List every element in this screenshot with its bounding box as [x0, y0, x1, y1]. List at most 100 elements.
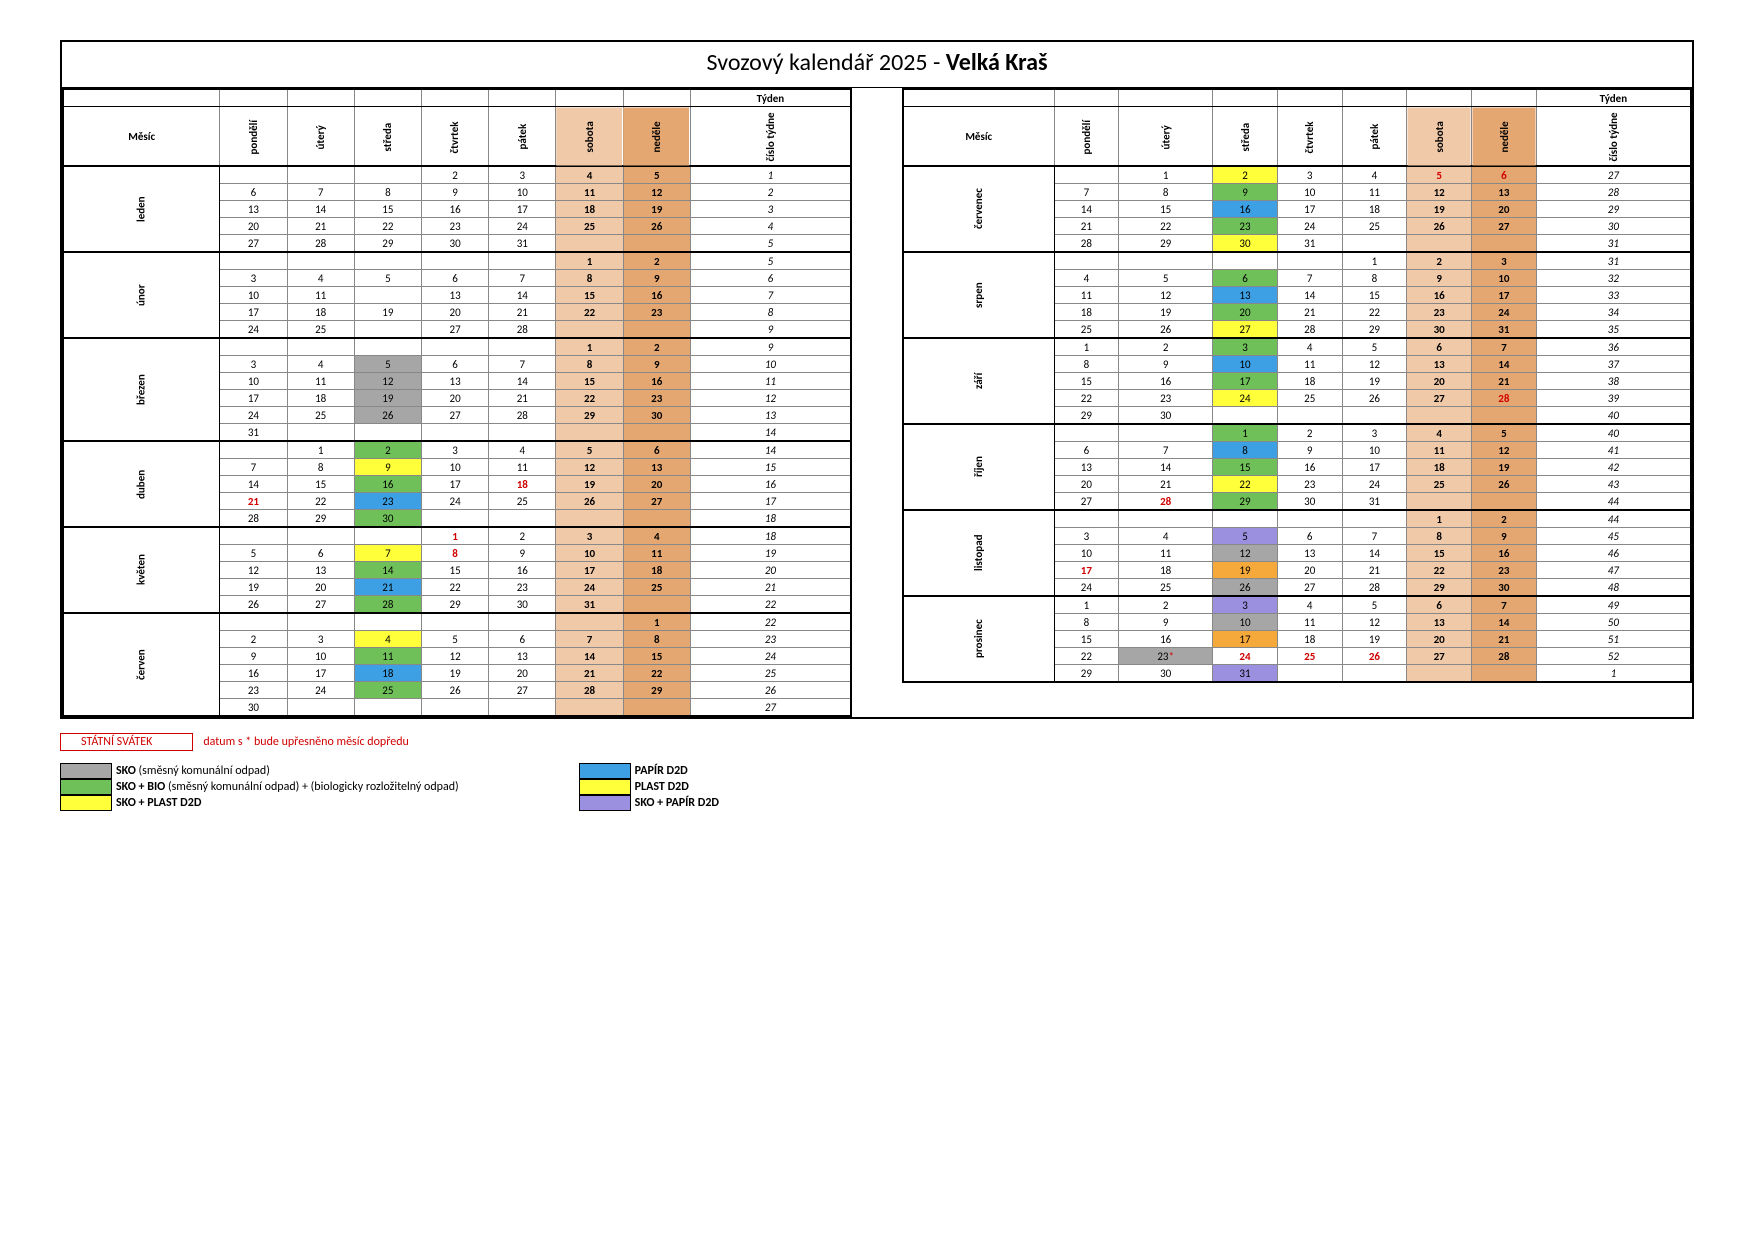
day-cell: 8 [1119, 184, 1213, 201]
day-cell: 4 [1054, 270, 1119, 287]
day-cell: 24 [556, 579, 623, 596]
day-cell: 15 [354, 201, 421, 218]
day-cell: 28 [1342, 579, 1407, 597]
week-number: 29 [1536, 201, 1691, 218]
day-cell: 20 [421, 390, 488, 407]
title: Svozový kalendář 2025 - Velká Kraš [60, 40, 1694, 88]
day-cell: 29 [287, 510, 354, 528]
day-cell [287, 166, 354, 184]
day-cell: 11 [623, 545, 690, 562]
week-number: 41 [1536, 442, 1691, 459]
day-cell: 11 [556, 184, 623, 201]
day-cell: 8 [1407, 528, 1472, 545]
day-cell [1342, 510, 1407, 528]
day-cell: 31 [1342, 493, 1407, 511]
day-cell [354, 321, 421, 339]
calendar-layout: TýdenMěsícpondělíúterýstředačtvrtekpátek… [60, 88, 1694, 719]
day-cell: 15 [287, 476, 354, 493]
day-cell: 6 [421, 270, 488, 287]
day-cell: 13 [1472, 184, 1537, 201]
day-cell: 19 [421, 665, 488, 682]
day-cell: 10 [1054, 545, 1119, 562]
day-header: čtvrtek [1277, 107, 1342, 167]
week-number: 30 [1536, 218, 1691, 235]
statni-note: datum s * bude upřesněno měsíc dopředu [203, 735, 409, 749]
day-cell: 10 [220, 287, 287, 304]
week-number: 18 [690, 527, 851, 545]
week-number: 5 [690, 235, 851, 253]
week-number: 12 [690, 390, 851, 407]
day-cell: 5 [1213, 528, 1278, 545]
day-cell: 14 [1054, 201, 1119, 218]
day-cell: 17 [489, 201, 556, 218]
day-cell: 27 [220, 235, 287, 253]
day-cell: 25 [489, 493, 556, 510]
day-cell: 17 [220, 304, 287, 321]
day-cell: 29 [1407, 579, 1472, 597]
day-cell: 1 [556, 338, 623, 356]
day-cell: 22 [1054, 390, 1119, 407]
day-cell: 10 [556, 545, 623, 562]
month-label: duben [63, 441, 220, 527]
day-cell: 21 [1342, 562, 1407, 579]
right-half: TýdenMěsícpondělíúterýstředačtvrtekpátek… [902, 88, 1692, 717]
week-number: 21 [690, 579, 851, 596]
day-cell: 9 [1407, 270, 1472, 287]
day-cell: 2 [1472, 510, 1537, 528]
day-cell: 11 [1342, 184, 1407, 201]
month-label: říjen [903, 424, 1054, 510]
day-cell: 9 [220, 648, 287, 665]
day-cell: 16 [1472, 545, 1537, 562]
statni-row: STÁTNÍ SVÁTEK datum s * bude upřesněno m… [60, 733, 459, 751]
legend: STÁTNÍ SVÁTEK datum s * bude upřesněno m… [60, 733, 1694, 811]
day-cell: 21 [287, 218, 354, 235]
day-cell: 16 [623, 373, 690, 390]
day-cell: 16 [1119, 631, 1213, 648]
day-cell: 3 [1472, 252, 1537, 270]
day-cell: 29 [1213, 493, 1278, 511]
day-cell: 3 [220, 270, 287, 287]
day-cell: 20 [1213, 304, 1278, 321]
day-cell: 11 [287, 373, 354, 390]
day-cell: 21 [354, 579, 421, 596]
week-number: 27 [690, 699, 851, 717]
day-cell [489, 699, 556, 717]
day-cell: 21 [1472, 373, 1537, 390]
week-number: 27 [1536, 166, 1691, 184]
day-cell: 6 [287, 545, 354, 562]
day-cell: 7 [287, 184, 354, 201]
day-cell: 30 [1119, 665, 1213, 683]
day-cell: 11 [287, 287, 354, 304]
day-cell: 13 [1407, 356, 1472, 373]
day-cell: 12 [1342, 356, 1407, 373]
month-label: prosinec [903, 596, 1054, 682]
day-cell: 22 [1213, 476, 1278, 493]
day-cell: 21 [1277, 304, 1342, 321]
day-cell: 22 [556, 304, 623, 321]
day-cell: 3 [220, 356, 287, 373]
day-cell: 29 [354, 235, 421, 253]
day-cell: 22 [623, 665, 690, 682]
week-number: 32 [1536, 270, 1691, 287]
day-cell [1119, 252, 1213, 270]
week-number: 33 [1536, 287, 1691, 304]
legend-swatch [579, 795, 631, 811]
day-cell: 1 [1054, 338, 1119, 356]
day-cell [489, 613, 556, 631]
day-cell: 2 [354, 441, 421, 459]
day-cell: 17 [421, 476, 488, 493]
day-cell [489, 510, 556, 528]
week-number: 43 [1536, 476, 1691, 493]
day-cell: 6 [421, 356, 488, 373]
tyden-label: Týden [690, 89, 851, 107]
day-cell: 9 [1213, 184, 1278, 201]
day-cell: 4 [287, 356, 354, 373]
week-number: 11 [690, 373, 851, 390]
day-cell: 29 [556, 407, 623, 424]
day-cell: 6 [1277, 528, 1342, 545]
month-label: srpen [903, 252, 1054, 338]
day-cell: 8 [623, 631, 690, 648]
day-cell: 26 [1472, 476, 1537, 493]
day-cell: 9 [421, 184, 488, 201]
day-cell: 14 [287, 201, 354, 218]
